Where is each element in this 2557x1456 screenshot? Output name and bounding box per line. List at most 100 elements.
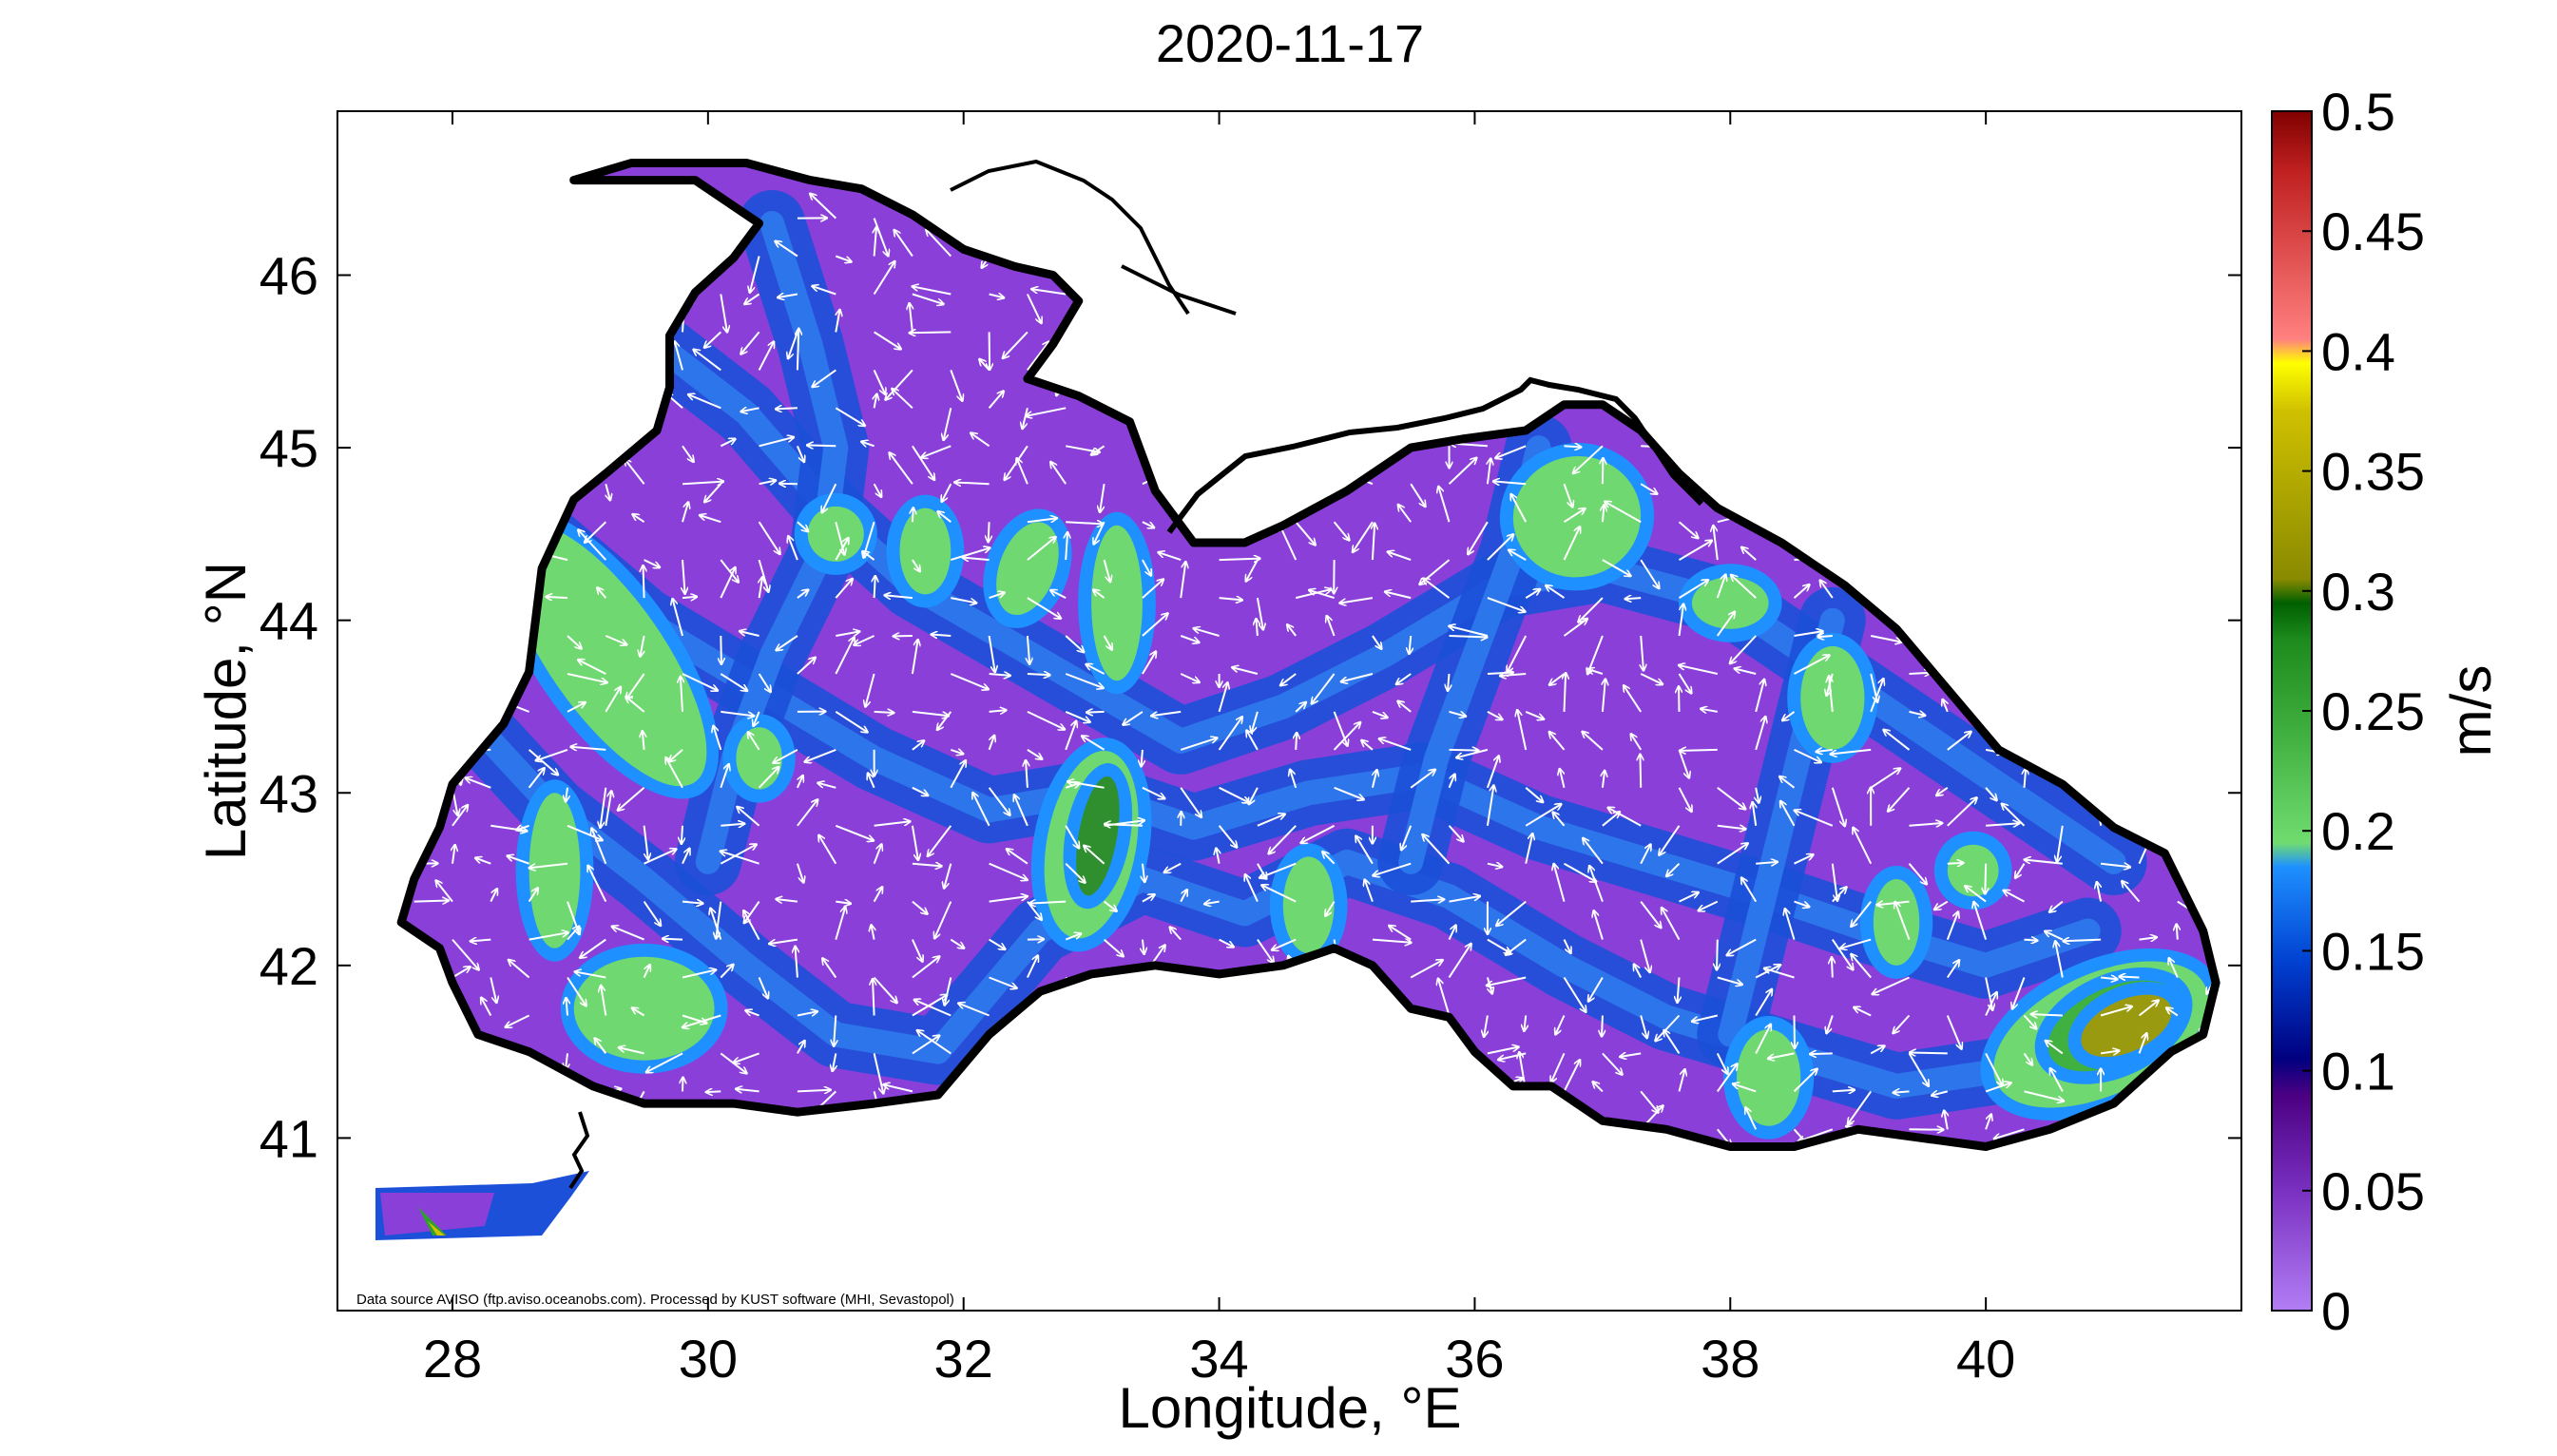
velocity-arrow xyxy=(1487,976,1527,987)
velocity-arrow xyxy=(1123,711,1144,725)
velocity-arrow xyxy=(1180,738,1218,751)
velocity-arrow xyxy=(1872,976,1910,995)
velocity-arrow xyxy=(873,483,882,497)
y-axis-ticks: 41 42 43 44 45 46 xyxy=(260,246,2241,1168)
velocity-arrow xyxy=(1525,589,1540,599)
velocity-arrow xyxy=(911,939,923,962)
velocity-arrow xyxy=(1259,862,1297,878)
velocity-arrow xyxy=(1640,844,1650,865)
velocity-arrow xyxy=(529,862,568,869)
velocity-arrow xyxy=(1779,776,1796,789)
velocity-arrow xyxy=(1216,848,1219,864)
velocity-arrow xyxy=(643,965,650,978)
velocity-arrow xyxy=(1831,863,1837,901)
velocity-arrow xyxy=(1713,526,1719,561)
velocity-arrow xyxy=(1261,885,1297,903)
velocity-arrow xyxy=(1602,812,1620,827)
velocity-arrow xyxy=(1373,523,1375,561)
velocity-arrow xyxy=(1487,597,1526,612)
velocity-arrow xyxy=(1768,1052,1795,1059)
velocity-arrow xyxy=(1640,483,1658,494)
velocity-arrow xyxy=(1249,787,1259,805)
velocity-arrow xyxy=(1678,977,1680,1004)
colorbar-tick-label: 0.3 xyxy=(2321,562,2395,622)
velocity-arrow xyxy=(988,635,995,672)
velocity-arrow xyxy=(1180,635,1200,642)
velocity-arrow xyxy=(2024,1090,2065,1101)
velocity-arrow xyxy=(1449,750,1479,751)
velocity-arrow xyxy=(452,938,479,970)
velocity-arrow xyxy=(873,979,875,1016)
velocity-arrow xyxy=(1103,900,1117,911)
velocity-arrow xyxy=(835,824,874,841)
velocity-arrow xyxy=(1831,787,1845,827)
velocity-arrow xyxy=(1947,732,1971,751)
velocity-arrow xyxy=(1158,552,1182,562)
velocity-arrow xyxy=(1830,748,1872,755)
velocity-arrow xyxy=(988,736,995,751)
velocity-arrow xyxy=(875,393,877,409)
colorbar-tick-label: 0.25 xyxy=(2321,681,2425,741)
velocity-arrow xyxy=(797,521,809,531)
velocity-arrow xyxy=(688,394,721,410)
velocity-arrow xyxy=(854,635,875,645)
velocity-arrow xyxy=(1563,976,1586,1013)
velocity-arrow xyxy=(580,938,606,958)
velocity-arrow xyxy=(988,787,1010,815)
velocity-arrow xyxy=(465,777,491,789)
velocity-arrow xyxy=(1525,833,1532,864)
velocity-arrow xyxy=(1798,1128,1834,1141)
velocity-arrow xyxy=(1731,575,1757,599)
velocity-arrow xyxy=(601,986,607,1016)
velocity-arrow xyxy=(1946,960,1959,979)
velocity-arrow xyxy=(1498,1052,1527,1060)
velocity-arrow xyxy=(1397,701,1412,713)
velocity-arrow xyxy=(1027,710,1065,730)
velocity-arrow xyxy=(1678,1069,1685,1092)
velocity-arrow xyxy=(1985,1052,2003,1085)
velocity-arrow xyxy=(748,732,760,751)
velocity-arrow xyxy=(1027,674,1050,675)
velocity-arrow xyxy=(945,977,952,1006)
velocity-arrow xyxy=(1564,446,1582,447)
velocity-arrow xyxy=(1027,341,1049,372)
velocity-arrow xyxy=(807,445,836,446)
velocity-arrow xyxy=(788,536,798,561)
velocity-arrow xyxy=(490,889,497,903)
velocity-arrow xyxy=(1142,521,1155,527)
velocity-arrow xyxy=(989,674,1010,676)
velocity-arrow xyxy=(1361,740,1374,751)
velocity-arrow xyxy=(1910,1053,1948,1054)
fast-current-zone xyxy=(2081,994,2172,1058)
velocity-arrow xyxy=(704,483,722,502)
velocity-arrow xyxy=(1717,787,1746,810)
velocity-arrow xyxy=(1487,711,1503,719)
velocity-arrow xyxy=(917,1030,952,1055)
velocity-arrow xyxy=(1256,619,1258,637)
velocity-arrow xyxy=(1180,890,1187,903)
velocity-arrow xyxy=(834,1015,836,1047)
fast-current-zone xyxy=(1512,456,1642,578)
velocity-arrow xyxy=(1716,611,1735,637)
velocity-arrow xyxy=(1582,732,1604,751)
fast-current-zone xyxy=(1691,577,1769,629)
velocity-arrow xyxy=(1456,748,1489,757)
velocity-arrow xyxy=(505,1014,530,1027)
velocity-arrow xyxy=(1573,445,1604,473)
velocity-arrow xyxy=(1511,494,1528,523)
velocity-arrow xyxy=(1592,1082,1604,1093)
velocity-arrow xyxy=(2177,924,2178,940)
velocity-arrow xyxy=(1588,976,1604,1002)
velocity-arrow xyxy=(1272,938,1297,950)
velocity-arrow xyxy=(797,589,809,599)
velocity-arrow xyxy=(1438,978,1451,1016)
velocity-arrow xyxy=(892,389,913,410)
velocity-arrow xyxy=(873,887,883,903)
velocity-arrow xyxy=(1422,834,1451,865)
velocity-arrow xyxy=(1734,668,1757,675)
velocity-arrow xyxy=(874,331,901,349)
velocity-arrow xyxy=(1578,597,1604,623)
velocity-arrow xyxy=(1560,769,1566,789)
velocity-arrow xyxy=(1524,1015,1526,1032)
velocity-arrow xyxy=(1794,748,1822,762)
